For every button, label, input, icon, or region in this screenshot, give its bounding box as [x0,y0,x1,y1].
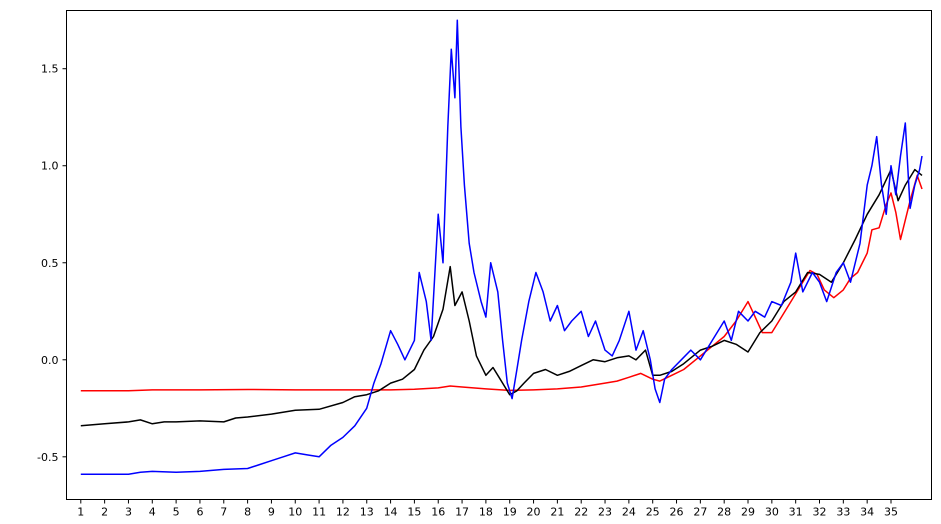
x-tick-label: 26 [670,506,684,519]
x-tick-label: 25 [646,506,660,519]
series-layer [80,19,923,476]
x-tick-label: 14 [384,506,398,519]
y-tick-label: 1.5 [41,63,59,76]
x-tick-label: 17 [455,506,469,519]
x-tick-label: 3 [125,506,132,519]
x-tick-label: 13 [360,506,374,519]
x-tick-label: 7 [220,506,227,519]
x-tick-label: 33 [836,506,850,519]
x-tick-label: 2 [101,506,108,519]
x-tick-label: 32 [813,506,827,519]
y-tick-label: 1.0 [41,160,59,173]
y-tick-label: 0.5 [41,257,59,270]
x-tick-label: 8 [244,506,251,519]
plot-frame [66,10,932,500]
series-line-3 [80,19,923,476]
x-tick-label: 4 [149,506,156,519]
x-tick-label: 23 [598,506,612,519]
x-tick-label: 10 [288,506,302,519]
x-tick-label: 31 [789,506,803,519]
x-tick-label: 1 [77,506,84,519]
x-tick-label: 34 [860,506,874,519]
x-tick-label: 20 [527,506,541,519]
x-tick-label: 22 [574,506,588,519]
y-tick-label: 0.0 [41,354,59,367]
x-axis: 1 2 3 4 5 6 7 8 9 10 11 12 13 14 15 16 17 18 19 20 21 22 23 24 2… [77,499,898,519]
x-tick-label: 24 [622,506,636,519]
x-tick-label: 16 [431,506,445,519]
x-tick-label: 9 [268,506,275,519]
x-tick-label: 6 [196,506,203,519]
x-tick-label: 27 [693,506,707,519]
x-tick-label: 15 [407,506,421,519]
x-tick-label: 21 [550,506,564,519]
x-tick-label: 29 [741,506,755,519]
x-tick-label: 12 [336,506,350,519]
series-line-2 [80,168,923,427]
x-tick-label: 30 [765,506,779,519]
x-tick-label: 11 [312,506,326,519]
series-line-1 [80,174,923,392]
x-tick-label: 35 [884,506,898,519]
x-tick-label: 19 [503,506,517,519]
y-axis: -0.5 0.0 0.5 1.0 1.5 [37,63,67,464]
x-tick-label: 18 [479,506,493,519]
x-tick-label: 5 [173,506,180,519]
x-tick-label: 28 [717,506,731,519]
y-tick-label: -0.5 [37,451,58,464]
